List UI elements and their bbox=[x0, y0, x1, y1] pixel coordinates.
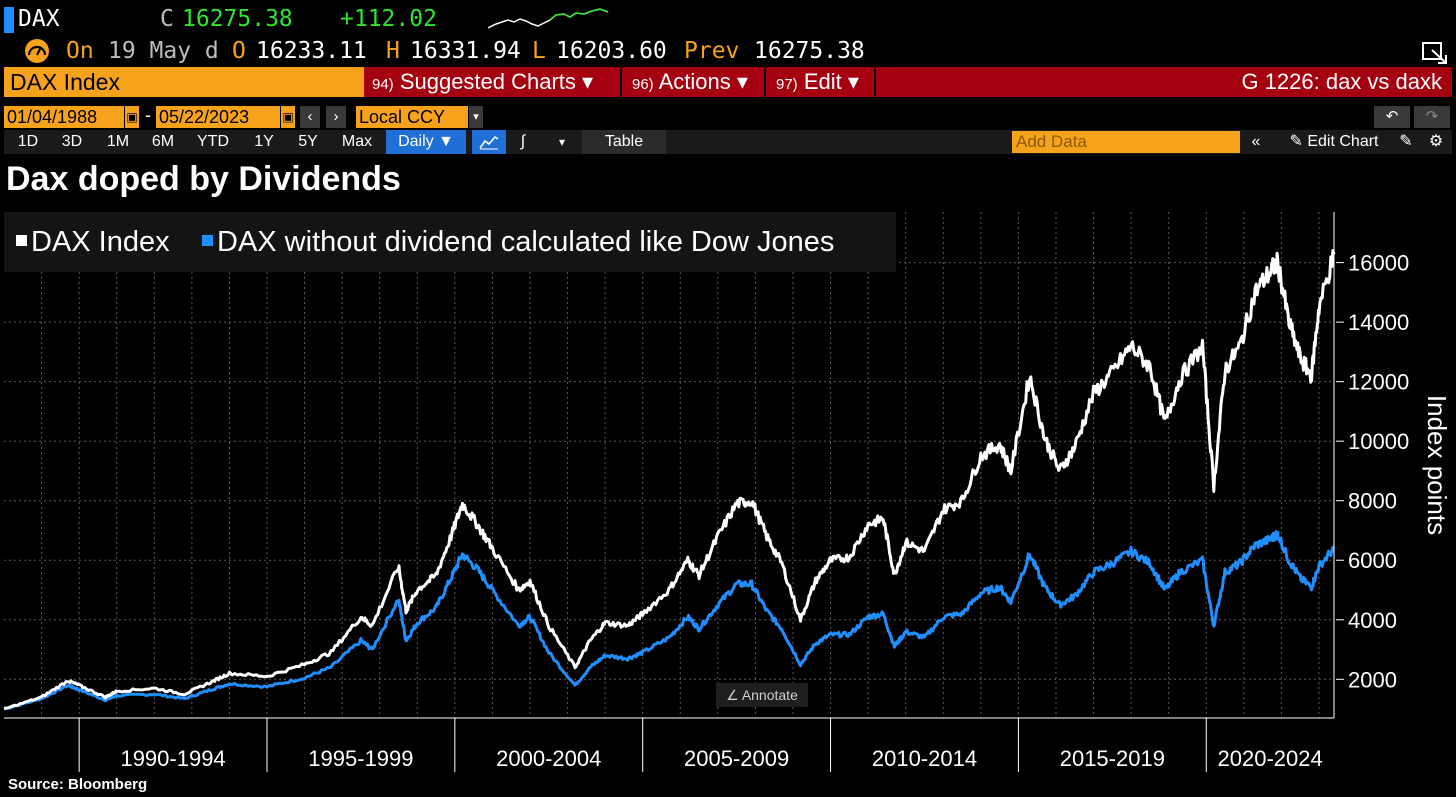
ohlc-row: On 19 May d O 16233.11 H 16331.94 L 1620… bbox=[0, 36, 1456, 66]
edit-chart-button[interactable]: ✎ Edit Chart bbox=[1278, 130, 1390, 154]
legend-label-dax: DAX Index bbox=[31, 226, 170, 258]
legend: DAX Index DAX without dividend calculate… bbox=[4, 212, 896, 272]
ticker-symbol[interactable]: DAX bbox=[18, 6, 60, 32]
suggested-charts-label: Suggested Charts ▾ bbox=[399, 69, 594, 94]
gear-icon[interactable]: ⚙ bbox=[1428, 133, 1444, 150]
end-date-field[interactable]: 05/22/2023 bbox=[156, 106, 280, 128]
open-label: O bbox=[232, 38, 246, 64]
y-tick-label: 4000 bbox=[1348, 608, 1397, 633]
on-label: On bbox=[66, 38, 94, 64]
actions-label: Actions ▾ bbox=[658, 69, 748, 94]
source-note: Source: Bloomberg bbox=[8, 776, 148, 793]
range-toolbar: 1D 3D 1M 6M YTD 1Y 5Y Max Daily ▼ ∫ ▾ Ta… bbox=[4, 130, 1452, 154]
y-axis-label: Index points bbox=[1422, 395, 1452, 535]
close-label: C bbox=[160, 6, 174, 32]
range-5y[interactable]: 5Y bbox=[298, 133, 318, 150]
quote-row: DAX C 16275.38 +112.02 bbox=[0, 4, 1456, 34]
pencil-icon: ✎ bbox=[1289, 133, 1303, 150]
x-tick-label: 2010-2014 bbox=[872, 746, 977, 771]
frequency-select[interactable]: Daily ▼ bbox=[386, 130, 466, 154]
line-chart-icon[interactable] bbox=[472, 130, 506, 154]
edit-settings-icon[interactable]: ✎ bbox=[1399, 133, 1413, 150]
last-price: 16275.38 bbox=[182, 6, 293, 32]
collapse-icon[interactable]: « bbox=[1251, 133, 1261, 150]
menu-divider bbox=[764, 67, 766, 97]
currency-select[interactable]: Local CCY bbox=[356, 106, 468, 128]
currency-dropdown-icon[interactable]: ▾ bbox=[469, 106, 483, 128]
start-calendar-icon[interactable]: ▣ bbox=[125, 106, 139, 128]
x-tick-label: 2000-2004 bbox=[496, 746, 601, 771]
y-tick-label: 6000 bbox=[1348, 548, 1397, 573]
end-calendar-icon[interactable]: ▣ bbox=[281, 106, 295, 128]
series-line-daxk[interactable] bbox=[3, 530, 1336, 711]
menu-divider bbox=[874, 67, 876, 97]
edit-num: 97) bbox=[776, 76, 798, 93]
legend-swatch-dax bbox=[16, 234, 27, 246]
low-value: 16203.60 bbox=[556, 38, 667, 64]
gauge-icon bbox=[25, 39, 49, 63]
suggested-charts-num: 94) bbox=[372, 76, 394, 93]
annotate-button[interactable]: ∠ Annotate bbox=[716, 683, 808, 707]
range-1y[interactable]: 1Y bbox=[254, 133, 274, 150]
prev-label: Prev bbox=[684, 38, 740, 64]
add-data-input[interactable]: Add Data bbox=[1012, 131, 1240, 153]
legend-item-daxk[interactable]: DAX without dividend calculated like Dow… bbox=[202, 226, 834, 259]
series-line-dax[interactable] bbox=[3, 249, 1336, 710]
suggested-charts-menu[interactable]: 94) Suggested Charts ▾ bbox=[372, 67, 593, 97]
quote-date: 19 May d bbox=[108, 38, 219, 64]
ticker-marker bbox=[4, 7, 14, 33]
range-3d[interactable]: 3D bbox=[61, 133, 83, 150]
range-max[interactable]: Max bbox=[341, 133, 373, 150]
next-period-icon[interactable]: › bbox=[326, 106, 346, 128]
chart-id: G 1226: dax vs daxk bbox=[1241, 69, 1442, 94]
range-1d[interactable]: 1D bbox=[17, 133, 39, 150]
price-change: +112.02 bbox=[340, 6, 437, 32]
x-tick-label: 2015-2019 bbox=[1060, 746, 1165, 771]
annotate-pencil-icon: ∠ bbox=[726, 687, 739, 703]
edit-label: Edit ▾ bbox=[803, 69, 859, 94]
range-ytd[interactable]: YTD bbox=[197, 133, 229, 150]
y-tick-label: 10000 bbox=[1348, 429, 1409, 454]
sparkline-icon bbox=[488, 8, 609, 29]
menu-divider bbox=[620, 67, 622, 97]
legend-label-daxk: DAX without dividend calculated like Dow… bbox=[217, 226, 835, 258]
high-label: H bbox=[386, 38, 400, 64]
annotate-label: Annotate bbox=[741, 687, 798, 703]
security-field[interactable]: DAX Index bbox=[4, 67, 364, 97]
chart-type-dropdown-icon[interactable]: ▾ bbox=[558, 135, 566, 149]
high-value: 16331.94 bbox=[410, 38, 521, 64]
low-label: L bbox=[532, 38, 546, 64]
redo-icon[interactable]: ↷ bbox=[1414, 106, 1450, 128]
table-button[interactable]: Table bbox=[582, 130, 666, 154]
date-dash: - bbox=[145, 105, 151, 125]
y-tick-label: 8000 bbox=[1348, 489, 1397, 514]
prev-period-icon[interactable]: ‹ bbox=[300, 106, 320, 128]
edit-menu[interactable]: 97) Edit ▾ bbox=[776, 67, 859, 97]
y-tick-label: 12000 bbox=[1348, 370, 1409, 395]
expand-icon[interactable] bbox=[1420, 38, 1450, 66]
y-tick-label: 14000 bbox=[1348, 310, 1409, 335]
x-tick-label: 1990-1994 bbox=[120, 746, 225, 771]
x-tick-label: 2005-2009 bbox=[684, 746, 789, 771]
actions-menu[interactable]: 96) Actions ▾ bbox=[632, 67, 748, 97]
x-tick-label: 2020-2024 bbox=[1218, 746, 1323, 771]
menu-bar: DAX Index 94) Suggested Charts ▾ 96) Act… bbox=[4, 67, 1452, 97]
range-6m[interactable]: 6M bbox=[151, 133, 175, 150]
prev-value: 16275.38 bbox=[754, 38, 865, 64]
bar-chart-icon[interactable]: ∫ bbox=[520, 133, 526, 150]
legend-item-dax[interactable]: DAX Index bbox=[16, 226, 170, 259]
date-row: 01/04/1988 ▣ - 05/22/2023 ▣ ‹ › Local CC… bbox=[0, 104, 1456, 128]
edit-chart-label: Edit Chart bbox=[1307, 133, 1379, 150]
chart-title: Dax doped by Dividends bbox=[6, 160, 401, 198]
y-tick-label: 16000 bbox=[1348, 251, 1409, 276]
undo-icon[interactable]: ↶ bbox=[1374, 106, 1410, 128]
open-value: 16233.11 bbox=[256, 38, 367, 64]
legend-swatch-daxk bbox=[202, 234, 213, 246]
start-date-field[interactable]: 01/04/1988 bbox=[4, 106, 124, 128]
x-tick-label: 1995-1999 bbox=[308, 746, 413, 771]
range-1m[interactable]: 1M bbox=[106, 133, 130, 150]
y-tick-label: 2000 bbox=[1348, 667, 1397, 692]
actions-num: 96) bbox=[632, 76, 654, 93]
